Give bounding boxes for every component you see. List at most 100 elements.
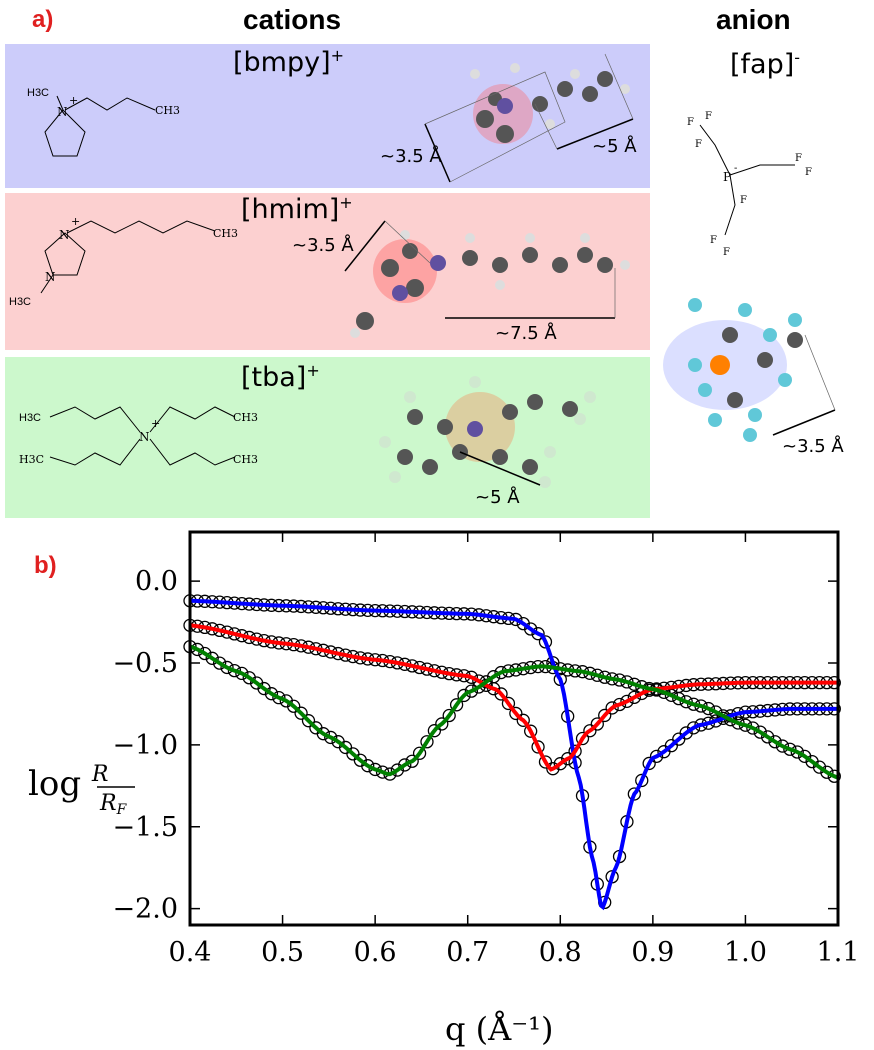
data-point	[501, 696, 516, 711]
data-point	[612, 697, 627, 712]
data-point	[405, 754, 419, 768]
data-point	[212, 656, 227, 670]
chem-label: +	[69, 94, 78, 107]
y-tick-label: −1.5	[112, 812, 178, 843]
data-point	[709, 705, 723, 719]
fit-curve-2	[189, 644, 839, 780]
cation-tba-panel: [tba]+ H3C N + CH3 H3C CH3 ~5 Å	[5, 357, 650, 518]
data-point	[264, 687, 279, 701]
data-point	[457, 688, 471, 703]
svg-text:CH3: CH3	[233, 453, 258, 466]
svg-text:RF: RF	[99, 791, 128, 818]
data-point	[287, 699, 301, 713]
svg-text:N: N	[139, 430, 150, 444]
dimension-label: ~5 Å	[475, 487, 520, 508]
tba-structure: H3C N + CH3 H3C CH3	[19, 376, 596, 488]
data-point	[605, 701, 619, 715]
data-point	[679, 726, 693, 740]
data-point	[820, 765, 834, 779]
svg-text:F: F	[695, 139, 702, 150]
y-tick-label: −2.0	[112, 894, 178, 925]
svg-text:F: F	[795, 153, 802, 164]
cation-bmpy-panel: [bmpy]+ H3C N + CH3 ~3.5 Å ~5 Å	[5, 44, 650, 188]
data-point	[753, 725, 767, 739]
data-point	[486, 670, 501, 684]
x-axis-label: q (Å⁻¹)	[445, 1010, 553, 1048]
x-tick-label: 0.6	[354, 937, 397, 968]
anion-header: anion	[716, 4, 791, 35]
data-point	[427, 724, 442, 738]
data-point	[516, 713, 530, 727]
panel-a-label: a)	[32, 6, 54, 33]
data-point	[649, 749, 664, 764]
svg-text:N: N	[45, 270, 56, 284]
data-point	[390, 763, 405, 777]
svg-text:+: +	[71, 215, 80, 228]
dimension-label: ~3.5 Å	[292, 235, 354, 256]
data-point	[412, 746, 427, 760]
data-point	[442, 708, 456, 723]
chem-label: H3C	[27, 87, 49, 99]
svg-text:F: F	[687, 117, 694, 128]
x-tick-label: 0.9	[631, 937, 674, 968]
data-point	[361, 759, 375, 773]
x-tick-label: 0.8	[539, 937, 582, 968]
cation-name: [hmim]+	[241, 193, 353, 225]
svg-text:F: F	[805, 167, 812, 178]
svg-text:+: +	[151, 417, 160, 430]
x-tick-label: 1.0	[724, 937, 767, 968]
data-point	[746, 721, 760, 735]
data-point	[375, 765, 390, 779]
data-point	[420, 735, 434, 749]
x-tick-label: 0.5	[261, 937, 304, 968]
dimension-label: ~5 Å	[592, 136, 637, 157]
data-point	[701, 701, 716, 716]
svg-text:-: -	[734, 163, 737, 174]
cation-name: [tba]+	[241, 361, 320, 393]
data-point	[760, 730, 775, 744]
y-tick-label: −1.0	[112, 730, 178, 761]
data-point	[538, 635, 553, 649]
data-point	[627, 690, 641, 705]
data-point	[398, 758, 412, 772]
data-point	[205, 651, 219, 665]
data-point	[686, 721, 701, 735]
x-tick-label: 0.7	[446, 937, 489, 968]
reflectivity-chart: 0.4 0.5 0.6 0.7 0.8 0.9 1.0 1.1 0.0 −0.5 −1.0 −1.5 −…	[28, 530, 859, 1048]
svg-text:H3C: H3C	[19, 453, 44, 466]
y-tick-label: −0.5	[112, 648, 178, 679]
svg-text:F: F	[705, 111, 712, 122]
dimension-label: ~3.5 Å	[380, 146, 442, 167]
y-axis-label: log R	[28, 762, 109, 804]
chem-label: N	[57, 105, 68, 119]
data-point	[635, 773, 649, 788]
svg-text:CH3: CH3	[213, 227, 238, 240]
data-point	[524, 622, 538, 636]
svg-text:P: P	[723, 170, 731, 184]
data-point	[827, 769, 841, 783]
data-point	[494, 687, 508, 701]
data-point	[235, 666, 249, 681]
svg-text:H3C: H3C	[19, 412, 41, 424]
cation-hmim-panel: [hmim]+ N + N H3C CH3 ~3.5 Å ~7.5 Å	[5, 193, 650, 350]
data-point	[531, 740, 545, 754]
data-point	[546, 762, 560, 776]
data-point	[316, 727, 330, 741]
fit-curve-1	[189, 623, 838, 772]
data-point	[301, 714, 316, 728]
data-point	[642, 756, 656, 771]
data-point	[531, 627, 545, 641]
data-point	[435, 717, 449, 731]
dimension-label: ~3.5 Å	[782, 436, 844, 457]
plot-frame	[188, 530, 840, 927]
svg-text:F: F	[740, 195, 747, 206]
data-point	[538, 755, 553, 769]
svg-text:H3C: H3C	[9, 296, 31, 308]
fit-curve-0	[190, 598, 838, 911]
data-point	[220, 660, 234, 675]
data-point	[575, 731, 590, 746]
data-point	[324, 730, 338, 745]
data-point	[812, 760, 827, 774]
data-point	[294, 706, 308, 720]
svg-text:CH3: CH3	[233, 411, 258, 424]
